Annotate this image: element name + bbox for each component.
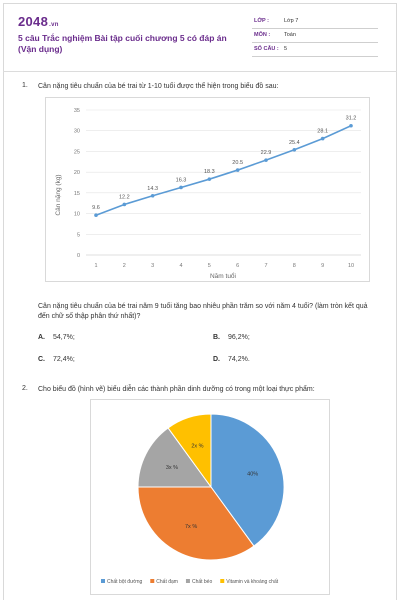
legend-swatch — [150, 579, 155, 583]
option-b-text: 96,2%; — [228, 334, 250, 341]
meta-count-value: 5 — [284, 46, 288, 52]
legend-swatch — [220, 579, 225, 583]
data-point — [122, 202, 127, 207]
y-axis-label: Cân nặng (kg) — [55, 174, 62, 215]
data-point — [207, 177, 212, 181]
logo-suffix: .vn — [49, 22, 59, 28]
option-a-label: A. — [38, 334, 45, 341]
data-point — [292, 147, 297, 152]
y-tick-label: 25 — [74, 149, 80, 155]
x-tick-label: 6 — [236, 263, 239, 269]
data-point — [235, 168, 240, 172]
y-tick-label: 15 — [74, 191, 80, 197]
x-tick-label: 5 — [208, 263, 211, 269]
line-chart-frame: 0 5 10 15 20 25 30 35 1 2 3 4 5 6 7 8 9 10 9.6 12.2 14.3 16… — [45, 97, 370, 282]
x-tick-label: 4 — [179, 263, 182, 269]
pie-chart-frame: 40% 7x % 3x % 2x % Chất bột đường Chất đạm Ch… — [90, 399, 330, 595]
x-tick-label: 9 — [321, 263, 324, 269]
legend-entry: Chất đạm — [156, 579, 178, 585]
x-tick-label: 8 — [293, 263, 296, 269]
y-tick-label: 10 — [74, 212, 80, 218]
y-tick-label: 30 — [74, 129, 80, 135]
meta-count-key: SỐ CÂU : — [254, 46, 279, 52]
option-c-label: C. — [38, 356, 45, 363]
legend-entry: Chất béo — [192, 579, 213, 585]
x-tick-label: 2 — [123, 263, 126, 269]
option-d-label: D. — [213, 356, 220, 363]
question-1-intro: Cân nặng tiêu chuẩn của bé trai từ 1-10 … — [38, 83, 279, 90]
x-tick-label: 1 — [94, 263, 97, 269]
header-divider — [3, 71, 397, 72]
data-label: 18.3 — [204, 169, 215, 175]
option-a[interactable]: A. 54,7%; — [38, 334, 75, 341]
meta-grade-value: Lớp 7 — [284, 18, 299, 24]
nutrition-pie-chart: 40% 7x % 3x % 2x % Chất bột đường Chất đạm Ch… — [101, 413, 285, 585]
question-1-number: 1. — [22, 82, 28, 89]
page-title: 5 câu Trắc nghiệm Bài tập cuối chương 5 … — [18, 33, 227, 54]
y-tick-label: 35 — [74, 108, 80, 114]
question-1-text: Cân nặng tiêu chuẩn của bé trai năm 9 tu… — [38, 303, 368, 320]
meta-grade-key: LỚP : — [254, 18, 269, 24]
data-point — [349, 123, 353, 128]
site-logo[interactable]: 2048.vn — [18, 14, 59, 29]
pie-slice — [137, 486, 255, 561]
y-tick-label: 20 — [74, 170, 80, 176]
data-point — [320, 136, 325, 141]
meta-subject-value: Toán — [284, 32, 296, 38]
data-label: 14.3 — [147, 186, 158, 192]
x-tick-label: 7 — [264, 263, 267, 269]
legend-swatch — [185, 579, 190, 583]
weight-line-chart: 0 5 10 15 20 25 30 35 1 2 3 4 5 6 7 8 9 10 9.6 12.2 14.3 16… — [55, 108, 361, 280]
option-c-text: 72,4%; — [53, 356, 75, 363]
option-d[interactable]: D. 74,2%. — [213, 356, 250, 363]
x-tick-label: 10 — [348, 263, 354, 269]
question-2-intro: Cho biểu đồ (hình vẽ) biểu diễn các thàn… — [38, 386, 315, 393]
pie-slice — [137, 427, 212, 488]
question-2-number: 2. — [22, 385, 28, 392]
legend-entry: Vitamin và khoáng chất — [226, 579, 278, 585]
data-label: 28.1 — [317, 129, 328, 135]
meta-grade: LỚP : Lớp 7 — [252, 15, 378, 29]
y-tick-label: 0 — [77, 253, 80, 259]
option-c[interactable]: C. 72,4%; — [38, 356, 75, 363]
slice-label: 3x % — [166, 465, 178, 471]
legend-entry: Chất bột đường — [107, 579, 142, 585]
data-label: 9.6 — [92, 205, 100, 211]
slice-label: 7x % — [185, 524, 197, 530]
data-label: 16.3 — [176, 177, 187, 183]
data-point — [179, 185, 183, 190]
slice-label: 40% — [247, 471, 258, 477]
meta-subject: MÔN : Toán — [252, 29, 378, 43]
data-label: 25.4 — [289, 140, 300, 146]
option-d-text: 74,2%. — [228, 356, 250, 363]
data-label: 12.2 — [119, 194, 130, 200]
pie-slice — [167, 413, 212, 489]
logo-text: 2048 — [18, 14, 49, 29]
pie-slice — [210, 413, 285, 547]
legend-swatch — [101, 579, 105, 583]
x-axis-label: Năm tuổi — [210, 272, 236, 280]
meta-count: SỐ CÂU : 5 — [252, 43, 378, 57]
data-label: 22.9 — [261, 150, 272, 156]
x-tick-label: 3 — [151, 263, 154, 269]
slice-label: 2x % — [191, 443, 203, 449]
data-point — [94, 213, 98, 218]
option-b[interactable]: B. 96,2%; — [213, 334, 250, 341]
option-a-text: 54,7%; — [53, 334, 75, 341]
data-label: 20.5 — [232, 160, 243, 166]
meta-subject-key: MÔN : — [254, 32, 271, 38]
option-b-label: B. — [213, 334, 220, 341]
data-point — [264, 158, 268, 162]
data-label: 31.2 — [346, 116, 357, 122]
y-tick-label: 5 — [77, 232, 80, 238]
series-line — [95, 125, 352, 216]
data-point — [150, 193, 155, 198]
